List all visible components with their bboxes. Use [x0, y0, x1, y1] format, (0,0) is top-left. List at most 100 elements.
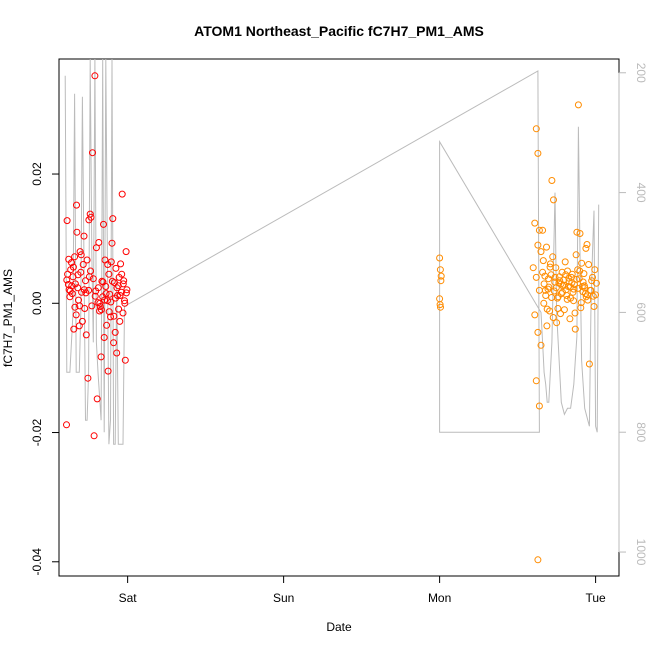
data-point — [102, 290, 110, 298]
data-point — [563, 295, 571, 303]
data-point — [79, 261, 87, 268]
data-point — [578, 259, 586, 267]
data-point — [112, 264, 120, 272]
data-point — [73, 201, 80, 209]
data-point — [71, 253, 79, 261]
data-point — [582, 244, 590, 252]
data-point — [436, 266, 444, 274]
data-point — [585, 360, 593, 368]
data-point — [116, 292, 124, 299]
x-tick-label: Tue — [585, 591, 606, 605]
data-point — [574, 101, 582, 109]
data-point — [109, 215, 117, 223]
data-point — [122, 289, 130, 297]
data-point — [531, 219, 539, 227]
data-point — [78, 317, 86, 325]
data-point — [550, 196, 557, 204]
y-axis-label: fC7H7_PM1_AMS — [1, 269, 15, 367]
data-point — [542, 292, 550, 299]
y-axis: -0.04 -0.02 0.00 0.02 — [30, 162, 60, 575]
data-point — [110, 339, 118, 347]
data-point — [436, 254, 444, 262]
data-point — [574, 284, 582, 292]
data-point — [554, 305, 562, 312]
data-point — [552, 284, 560, 292]
data-point — [535, 226, 543, 234]
data-point — [568, 279, 576, 287]
data-point — [87, 267, 94, 275]
data-point — [570, 297, 577, 305]
data-point — [548, 177, 556, 184]
x-axis-label: Date — [326, 620, 352, 634]
data-point — [437, 303, 444, 311]
series-line-2 — [64, 58, 600, 445]
data-point — [566, 315, 574, 323]
data-point — [113, 284, 121, 292]
data-point — [540, 280, 548, 288]
data-point — [73, 228, 81, 236]
data-point — [572, 251, 580, 259]
data-point — [89, 149, 96, 157]
data-point — [436, 301, 444, 309]
data-point — [105, 270, 113, 278]
data-point — [108, 239, 116, 247]
data-point — [539, 257, 547, 265]
data-point — [76, 248, 84, 256]
data-point — [82, 277, 89, 285]
data-point — [580, 282, 588, 290]
data-point — [591, 266, 599, 274]
data-point — [571, 325, 579, 333]
data-point — [111, 328, 119, 336]
data-point — [90, 432, 98, 440]
data-point — [68, 282, 76, 290]
y2-tick-label: 200 — [634, 63, 648, 83]
scatter-points-layer — [63, 72, 600, 564]
data-point — [577, 304, 585, 312]
y-tick-label: -0.02 — [30, 419, 44, 447]
data-point — [82, 289, 90, 297]
data-point — [83, 256, 91, 264]
data-point — [107, 313, 114, 321]
data-point — [539, 226, 547, 234]
y2-tick-label: 800 — [634, 422, 648, 442]
data-point — [85, 216, 93, 224]
data-point — [583, 241, 591, 248]
data-point — [91, 292, 99, 300]
data-point — [532, 273, 540, 281]
data-point — [70, 325, 78, 333]
data-point — [77, 251, 85, 259]
data-point — [529, 264, 537, 272]
data-point — [560, 306, 568, 314]
data-point — [561, 258, 569, 266]
data-point — [546, 260, 554, 268]
data-point — [534, 149, 542, 157]
data-point — [106, 290, 114, 298]
data-point — [117, 288, 125, 296]
data-point — [104, 367, 112, 375]
data-point — [76, 302, 84, 310]
data-point — [546, 307, 554, 315]
data-point — [93, 395, 101, 403]
data-point — [97, 353, 105, 361]
data-point — [115, 305, 123, 313]
data-point — [117, 260, 125, 268]
data-point — [534, 241, 542, 249]
x-tick-label: Mon — [428, 591, 451, 605]
data-point — [543, 243, 550, 251]
data-point — [571, 309, 579, 317]
data-point — [120, 277, 128, 285]
data-point — [63, 217, 71, 225]
data-point — [535, 286, 543, 294]
data-point — [96, 307, 104, 315]
data-point — [541, 286, 549, 294]
data-point — [96, 303, 104, 310]
data-point — [534, 328, 542, 336]
data-point — [116, 317, 124, 325]
y2-tick-label: 400 — [634, 183, 648, 203]
data-point — [113, 349, 121, 357]
data-point — [589, 273, 596, 281]
data-point — [537, 341, 545, 349]
data-point — [548, 294, 556, 301]
chart-title: ATOM1 Northeast_Pacific fC7H7_PM1_AMS — [194, 23, 484, 39]
data-point — [545, 275, 552, 283]
